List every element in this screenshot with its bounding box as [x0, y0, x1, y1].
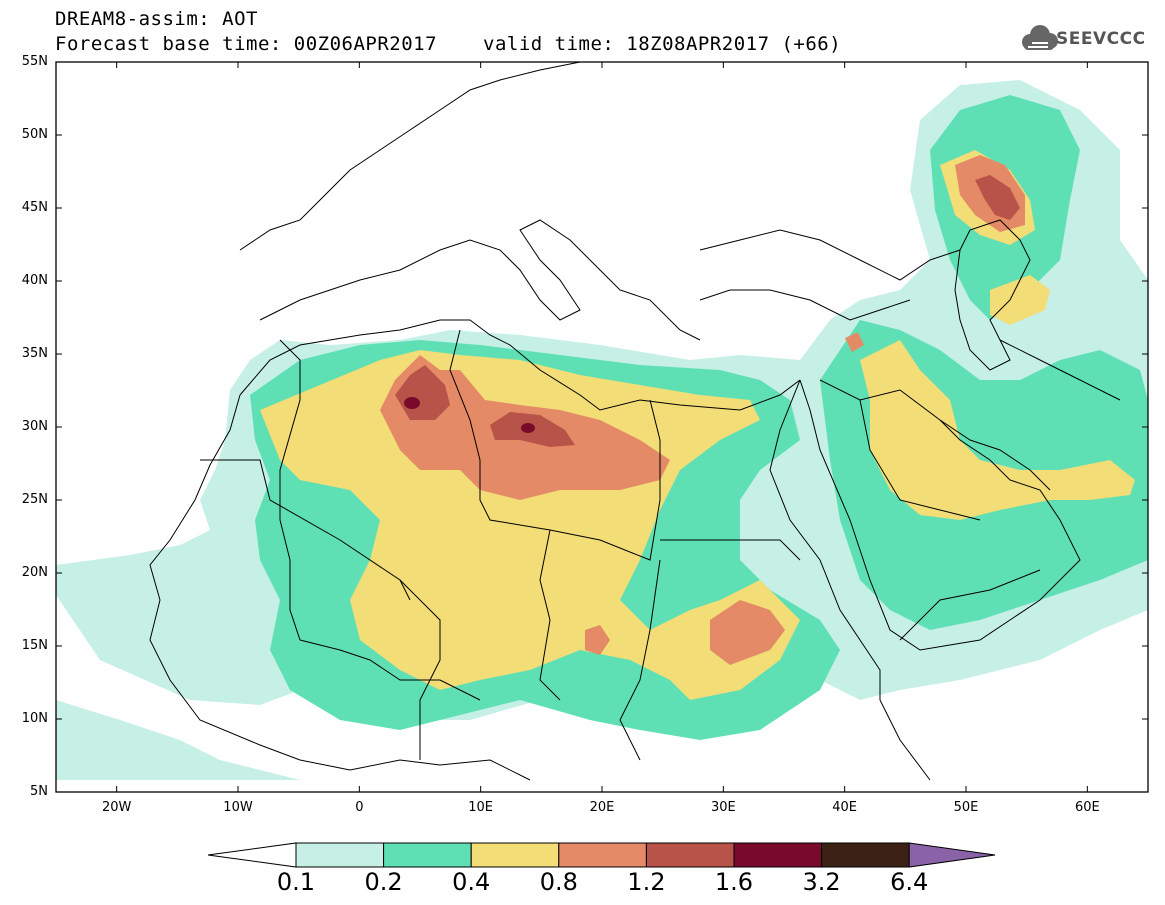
lon-label: 10E [468, 800, 494, 815]
lat-label: 10N [21, 711, 48, 726]
lon-label: 0 [355, 800, 364, 815]
colorbar-label: 0.1 [276, 868, 316, 896]
lat-label: 5N [30, 784, 48, 799]
colorbar-label: 3.2 [802, 868, 841, 896]
colorbar-label: 0.4 [452, 868, 491, 896]
colorbar-label: 0.8 [539, 868, 578, 896]
axis-ticks [56, 61, 1148, 793]
lat-label: 30N [21, 419, 48, 434]
lon-label: 60E [1074, 800, 1100, 815]
map-title: DREAM8-assim: AOT [55, 8, 258, 30]
lon-label: 50E [953, 800, 979, 815]
colorbar-label: 6.4 [890, 868, 929, 896]
lon-label: 10W [223, 800, 253, 815]
valid-time: valid time: 18Z08APR2017 (+66) [483, 33, 842, 55]
logo-text: SEEVCCC [1056, 29, 1146, 49]
seevccc-cloud-logo [1022, 25, 1058, 50]
lon-label: 40E [832, 800, 858, 815]
coastlines-borders [149, 62, 1121, 781]
colorbar-label: 0.2 [364, 868, 403, 896]
colorbar-label: 1.2 [627, 868, 666, 896]
lon-label: 30E [710, 800, 736, 815]
forecast-base-time: Forecast base time: 00Z06APR2017 [55, 33, 438, 55]
lat-label: 35N [21, 346, 48, 361]
colorbar-label: 1.6 [714, 868, 754, 896]
lat-label: 40N [21, 273, 48, 288]
lat-label: 55N [21, 54, 48, 69]
lat-label: 15N [21, 638, 48, 653]
lon-label: 20E [589, 800, 615, 815]
lat-label: 25N [21, 492, 48, 507]
aot-level-1.6 [404, 397, 535, 433]
lon-label: 20W [101, 800, 132, 815]
lat-label: 45N [21, 200, 48, 215]
lat-label: 50N [21, 127, 48, 142]
lat-label: 20N [21, 565, 48, 580]
